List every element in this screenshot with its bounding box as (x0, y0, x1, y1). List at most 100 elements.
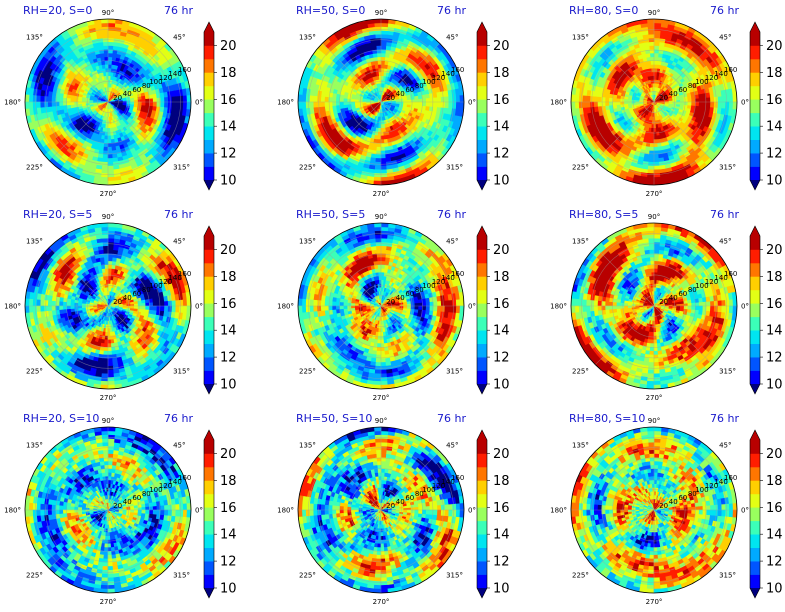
angle-tick-label: 270° (646, 190, 663, 198)
contour-cell (308, 95, 314, 103)
contour-cell (651, 127, 655, 133)
colorbar-segment (477, 112, 487, 127)
contour-cell (653, 158, 660, 163)
angle-tick-label: 90° (375, 9, 387, 17)
contour-cell (444, 95, 450, 103)
contour-cell (646, 22, 655, 28)
contour-cell (54, 101, 60, 107)
angular-gridline (49, 101, 109, 161)
contour-cell (649, 52, 655, 58)
contour-cell (107, 71, 111, 77)
contour-cell (160, 96, 165, 103)
contour-cell (350, 99, 356, 103)
contour-cell (649, 56, 655, 62)
contour-cell (721, 95, 727, 103)
contour-cell (107, 75, 111, 80)
colorbar-segment (204, 112, 214, 127)
contour-cell (148, 97, 154, 103)
colorbar-segment (750, 166, 760, 181)
colorbar-tick-label: 12 (493, 147, 510, 162)
contour-cell (444, 101, 450, 109)
contour-cell (615, 98, 621, 103)
contour-cell (593, 96, 598, 103)
contour-cell (100, 180, 109, 185)
contour-cell (107, 26, 115, 31)
angle-tick-label: 180° (4, 99, 21, 107)
contour-cell (380, 29, 388, 35)
contour-cell (679, 101, 685, 105)
colorbar-tick-label: 20 (493, 39, 510, 54)
contour-cell (728, 94, 734, 103)
contour-cell (175, 95, 181, 103)
contour-cell (698, 97, 704, 103)
contour-cell (324, 96, 329, 103)
contour-cell (421, 97, 427, 103)
radial-tick-label: 20 (386, 94, 395, 102)
contour-cell (107, 33, 115, 39)
angular-gridline (322, 43, 382, 103)
colorbar-tick-label: 10 (493, 174, 510, 189)
contour-cell (171, 101, 177, 109)
radial-tick-label: 120 (432, 74, 445, 82)
contour-cell (581, 101, 587, 109)
contour-cell (107, 56, 113, 62)
colorbar-segment (477, 99, 487, 114)
contour-cell (619, 98, 625, 103)
contour-cell (103, 150, 109, 156)
contour-cell (721, 101, 727, 109)
contour-cell (376, 48, 382, 54)
polar-frame (297, 18, 465, 186)
contour-cell (312, 95, 318, 103)
contour-cell (574, 94, 580, 103)
contour-cell (101, 165, 109, 171)
angle-tick-label: 315° (719, 164, 736, 172)
radial-tick-label: 20 (113, 94, 122, 102)
contour-cell (152, 97, 158, 103)
angle-tick-label: 90° (648, 9, 660, 17)
angle-tick-label: 225° (26, 164, 43, 172)
colorbar-tick-label: 12 (220, 147, 237, 162)
contour-cell (421, 101, 427, 107)
contour-cell (375, 154, 382, 159)
colorbar-segment (750, 112, 760, 127)
contour-cell (51, 101, 56, 108)
contour-cell (653, 165, 661, 171)
colorbar-segment (204, 45, 214, 60)
contour-cell (346, 98, 352, 103)
contour-cell (648, 45, 655, 50)
colorbar-segment (750, 58, 760, 73)
colorbar-extend-min (477, 180, 487, 190)
contour-cell (105, 124, 109, 129)
angle-tick-label: 225° (572, 164, 589, 172)
contour-cell (77, 99, 83, 103)
angle-tick-label: 45° (173, 33, 185, 41)
angular-gridline (380, 101, 440, 161)
contour-cell (574, 101, 580, 110)
contour-cell (455, 94, 461, 103)
contour-cell (156, 101, 162, 107)
contour-cell (107, 165, 115, 171)
contour-cell (335, 101, 341, 107)
contour-cell (647, 169, 655, 175)
contour-cell (698, 101, 704, 107)
contour-cell (604, 97, 610, 103)
colorbar-segment (477, 45, 487, 60)
angular-gridline (107, 43, 167, 103)
contour-cell (647, 26, 655, 31)
contour-cell (676, 101, 681, 105)
colorbar-segment (477, 153, 487, 167)
contour-cell (179, 101, 184, 109)
contour-cell (182, 94, 188, 103)
contour-cell (648, 158, 655, 163)
contour-cell (380, 60, 385, 65)
colorbar-segment (204, 85, 214, 100)
angle-tick-label: 225° (299, 164, 316, 172)
contour-cell (103, 56, 109, 62)
contour-cell (141, 101, 147, 106)
contour-cell (653, 26, 661, 31)
contour-cell (305, 95, 310, 103)
contour-cell (331, 97, 337, 103)
contour-cell (653, 67, 658, 73)
